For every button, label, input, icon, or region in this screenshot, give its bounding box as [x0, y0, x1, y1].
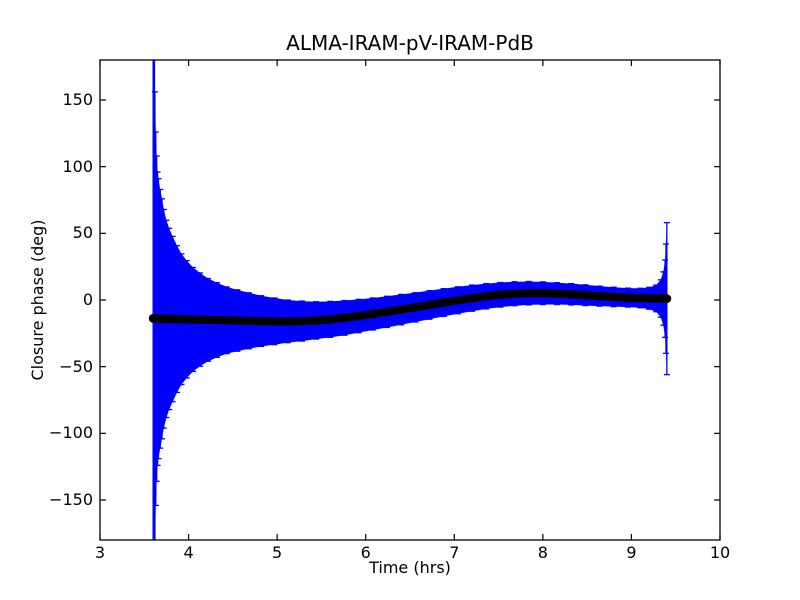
- x-tick-label: 10: [709, 543, 731, 562]
- data-point: [396, 305, 406, 314]
- data-point: [439, 298, 449, 307]
- data-point: [297, 316, 307, 326]
- data-point: [580, 290, 590, 300]
- data-point: [195, 315, 205, 324]
- data-point: [467, 293, 477, 303]
- data-point: [453, 295, 463, 305]
- x-tick-label: 6: [360, 543, 371, 562]
- data-point: [203, 315, 213, 325]
- y-tick-label: 0: [82, 290, 93, 309]
- data-point: [232, 316, 242, 325]
- data-point: [481, 291, 491, 301]
- y-tick-label: 50: [72, 223, 93, 243]
- y-tick-label: −100: [49, 423, 93, 443]
- data-point: [552, 289, 562, 298]
- data-point: [644, 293, 654, 303]
- data-point: [524, 288, 534, 298]
- data-point: [382, 307, 392, 317]
- plot-title: ALMA-IRAM-pV-IRAM-PdB: [286, 31, 534, 55]
- data-point: [538, 288, 548, 298]
- data-point: [354, 311, 364, 321]
- data-point: [340, 313, 349, 323]
- data-point: [212, 315, 222, 325]
- data-point: [662, 294, 672, 304]
- data-point: [244, 316, 254, 326]
- x-tick-label: 4: [183, 543, 194, 562]
- data-point: [270, 316, 279, 326]
- x-tick-label: 8: [537, 543, 548, 562]
- data-point: [425, 300, 434, 310]
- y-tick-label: 100: [62, 156, 93, 176]
- x-tick-label: 5: [272, 543, 283, 562]
- error-band: [153, 60, 667, 540]
- x-tick-label: 3: [94, 543, 106, 562]
- x-tick-label: 9: [626, 543, 637, 562]
- data-point: [368, 309, 378, 319]
- data-point: [623, 293, 633, 302]
- data-point: [283, 316, 293, 326]
- data-point: [182, 314, 192, 324]
- data-point: [222, 315, 232, 325]
- data-point: [256, 316, 266, 326]
- y-tick-label: −50: [59, 356, 93, 376]
- y-tick-label: −150: [49, 490, 93, 509]
- x-tick-label: 7: [449, 543, 460, 562]
- data-point: [188, 315, 198, 324]
- data-point: [609, 292, 619, 302]
- data-point: [635, 293, 645, 303]
- y-tick-label: 150: [62, 90, 93, 109]
- data-point: [325, 314, 335, 324]
- data-point: [566, 289, 576, 299]
- data-point: [311, 316, 321, 325]
- data-point: [595, 291, 604, 301]
- x-axis-label: Time (hrs): [369, 558, 451, 577]
- axes-spines: [99, 59, 721, 541]
- data-layer: [148, 60, 672, 540]
- data-point: [410, 302, 420, 312]
- data-point: [510, 289, 519, 299]
- data-point: [495, 290, 505, 300]
